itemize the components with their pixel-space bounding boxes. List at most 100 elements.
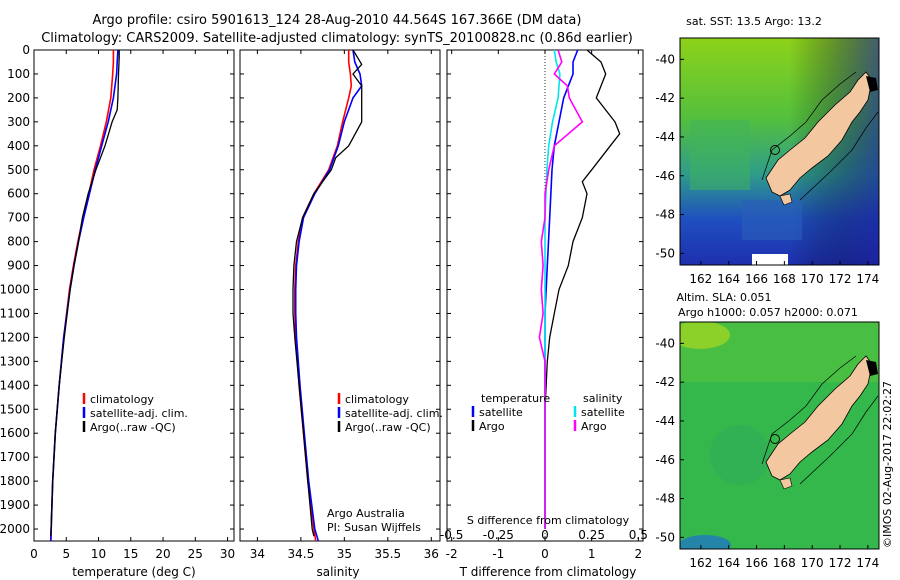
credit-stamp: ©IMOS 02-Aug-2017 22:02:27 [881,381,894,548]
temp-ytick-label: 400 [7,139,30,153]
sla-map-ytick-label: -42 [655,375,675,389]
temp-ytick-label: 1100 [0,306,30,320]
temp-ytick-label: 2000 [0,522,30,536]
sal-xlabel: salinity [316,565,359,579]
sst-map-xtick-label: 172 [829,272,852,286]
sla-map-ytick-label: -48 [655,492,675,506]
temp-xtick-label: 15 [123,547,138,561]
temp-xtick-label: 0 [30,547,38,561]
temp-ytick-label: 500 [7,163,30,177]
diff-xtick-label: 1 [588,547,596,561]
bathy-contour-west-2 [761,355,857,465]
temp-ytick-label: 100 [7,67,30,81]
sst-map-xtick-label: 168 [773,272,796,286]
sla-map-xtick-label: 174 [856,556,879,570]
temp-line-climatology [50,50,115,542]
sla-low-center [710,425,770,485]
north-island-tip [866,76,878,92]
sla-high-nw [680,322,730,349]
temp-xtick-label: 5 [62,547,70,561]
sla-low-sw [680,535,731,549]
temp-frame [33,49,235,542]
sla-map-title: Altim. SLA: 0.051 [676,291,771,304]
sal-xtick-label: 35 [337,547,352,561]
temp-legend-label: climatology [90,393,154,406]
sla-map-xtick-label: 164 [717,556,740,570]
temp-xtick-label: 30 [220,547,235,561]
bathy-contour-east [799,111,879,201]
temp-ytick-label: 300 [7,115,30,129]
temp-xtick-label: 20 [155,547,170,561]
diff-legend-temperature-label: satellite [479,406,523,419]
sst-map-ytick-label: -46 [655,169,675,183]
temp-xlabel: temperature (deg C) [72,565,195,579]
diff-line-s-argo [538,49,584,529]
diff-xtick2-label: -0.25 [483,528,514,542]
header-line2: Climatology: CARS2009. Satellite-adjuste… [41,31,633,46]
sst-map-xtick-label: 162 [689,272,712,286]
diff-xtick2-label: 0.25 [578,528,605,542]
bathy-contour-west [761,71,857,181]
south-island-land [765,71,873,197]
sla-map-ytick-label: -46 [655,453,675,467]
diff-xlabel: T difference from climatology [459,565,637,579]
sal-xtick-label: 36 [424,547,439,561]
diff-xtick-label: -2 [446,547,458,561]
sla-map-subtitle: Argo h1000: 0.057 h2000: 0.071 [678,306,858,319]
sst-missing-data [752,254,788,265]
sal-line-satellite [294,49,363,542]
sal-legend-label: climatology [345,393,409,406]
temp-line-argo [50,50,120,537]
temp-ytick-label: 1700 [0,450,30,464]
sla-map-xtick-label: 168 [773,556,796,570]
temp-ytick-label: 200 [7,91,30,105]
sal-xtick-label: 34.5 [288,547,315,561]
sla-map-ytick-label: -40 [655,336,675,350]
temp-legend-label: satellite-adj. clim. [90,407,188,420]
sst-map-ytick-label: -50 [655,246,675,260]
sst-map-xtick-label: 174 [856,272,879,286]
diff-xtick-label: 0 [541,547,549,561]
temp-ytick-label: 1500 [0,402,30,416]
temp-ytick-label: 1600 [0,426,30,440]
sla-map-xtick-label: 172 [829,556,852,570]
temp-ytick-label: 1900 [0,498,30,512]
sst-map-xtick-label: 170 [801,272,824,286]
temp-ytick-label: 700 [7,211,30,225]
stewart-island-land-2 [779,477,793,490]
temp-ytick-label: 1300 [0,354,30,368]
diff-xlabel2: S difference from climatology [467,514,630,527]
temp-xtick-label: 25 [188,547,203,561]
sst-map: 162 164 166 168 170 172 174 -40 -42 -44 -46 -48 -50 [655,37,880,286]
temp-ytick-label: 1800 [0,474,30,488]
diff-line-t-argo [544,49,621,529]
argo-location-marker-2 [770,434,780,444]
north-island-tip-2 [866,360,878,376]
sst-map-title: sat. SST: 13.5 Argo: 13.2 [686,15,822,28]
sst-map-ytick-label: -48 [655,208,675,222]
diff-xtick-label: 2 [635,547,643,561]
header-line1: Argo profile: csiro 5901613_124 28-Aug-2… [93,13,582,28]
temp-ytick-label: 800 [7,235,30,249]
stewart-island-land [779,193,793,206]
temp-line-satellite [50,49,119,542]
sst-map-xtick-label: 166 [745,272,768,286]
sst-warm-patch [690,120,750,190]
sal-frame [239,49,441,542]
temp-ytick-label: 1000 [0,283,30,297]
diff-line-s-satellite [544,49,561,529]
temp-ytick-label: 0 [22,43,30,57]
diff-xtick-label: -1 [492,547,504,561]
salinity-panel: 34 34.5 35 35.5 36 climatologysatellite-adj. … [239,49,443,579]
sla-map: 162 164 166 168 170 172 174 -40 -42 -44 -46 -48 -50 [655,321,880,570]
sst-map-ytick-label: -40 [655,52,675,66]
sla-map-xtick-label: 162 [689,556,712,570]
difference-panel: -2 -1 0 1 2-0.5 -0.25 0 0.25 0.5temperaturesatel… [440,49,648,579]
sst-cold-patch [742,200,802,240]
temperature-panel: 0 5 10 15 20 25 300100200300400500600700800900… [0,43,235,579]
sal-legend-label: Argo(..raw -QC) [345,421,431,434]
temp-xtick-label: 10 [91,547,106,561]
bathy-contour-east-2 [799,395,879,485]
sal-xtick-label: 34 [250,547,265,561]
